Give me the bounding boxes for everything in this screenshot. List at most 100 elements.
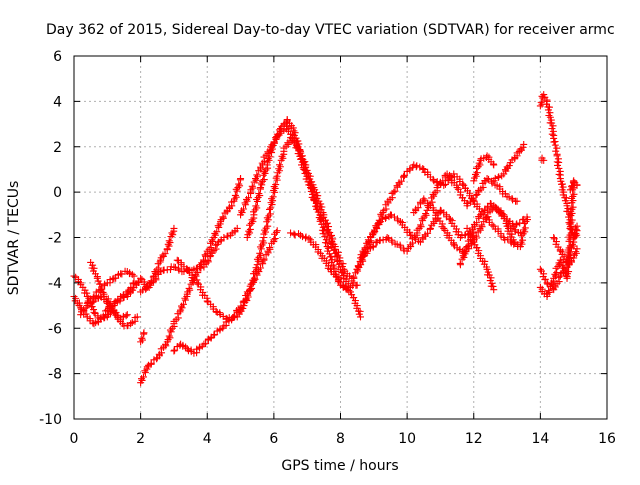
data-point-trace [246, 229, 254, 237]
y-tick-label: 0 [53, 185, 62, 201]
data-point-trace [319, 223, 327, 231]
data-point-trace [551, 270, 559, 278]
data-point-trace [246, 221, 254, 229]
data-point-trace [545, 288, 553, 296]
data-point [483, 175, 491, 183]
data-point [520, 140, 528, 148]
data-point-trace [138, 336, 146, 344]
data-point-trace [248, 216, 256, 224]
data-point-trace [199, 256, 207, 264]
x-tick-label: 12 [465, 431, 483, 447]
data-point [490, 222, 498, 230]
series-18 [463, 224, 498, 294]
data-point-trace [122, 312, 130, 320]
data-point-trace [319, 230, 327, 238]
data-point-trace [260, 255, 268, 263]
data-point [130, 272, 138, 280]
data-point [390, 188, 398, 196]
data-point-trace [253, 173, 261, 181]
data-point-trace [461, 250, 469, 258]
data-point-trace [572, 249, 580, 257]
data-point-trace [246, 287, 254, 295]
data-point-trace [568, 216, 576, 224]
data-point [383, 234, 391, 241]
data-point-trace [307, 187, 315, 195]
data-point [490, 286, 498, 294]
data-point-trace [548, 130, 556, 138]
data-point-trace [429, 175, 437, 183]
data-point-trace [513, 220, 521, 228]
data-point [273, 227, 281, 235]
data-point-trace [269, 193, 277, 201]
data-point-trace [250, 274, 258, 282]
data-point [97, 286, 105, 294]
data-point [97, 292, 105, 300]
data-point-trace [350, 273, 358, 281]
series-3 [87, 258, 141, 330]
data-point-trace [257, 179, 265, 187]
data-point-trace [164, 240, 172, 248]
data-point-trace [519, 236, 527, 244]
data-point [453, 184, 461, 192]
series-23 [536, 91, 581, 241]
y-tick-label: -10 [39, 412, 62, 428]
data-point-trace [551, 141, 559, 149]
data-point-trace [521, 224, 529, 232]
data-point-trace [256, 249, 264, 257]
data-point-trace [247, 219, 255, 227]
data-point [270, 236, 278, 244]
data-point-trace [234, 184, 242, 192]
data-point [523, 213, 531, 221]
data-point-trace [169, 231, 177, 239]
series-24 [538, 154, 548, 164]
data-point-trace [519, 143, 527, 151]
data-point [573, 245, 581, 253]
data-point-trace [258, 258, 266, 266]
data-point-trace [299, 155, 307, 163]
data-point-trace [472, 172, 480, 180]
data-point-trace [460, 248, 468, 256]
data-point-trace [266, 244, 274, 252]
y-tick-label: -8 [48, 367, 62, 383]
data-point [220, 234, 228, 241]
data-point-trace [375, 219, 383, 227]
data-point [273, 172, 281, 180]
data-point-trace [179, 300, 187, 308]
data-point-trace [166, 326, 174, 334]
data-point [356, 313, 364, 321]
data-point [233, 224, 241, 232]
data-point [137, 274, 145, 282]
data-point [573, 181, 581, 189]
data-point-trace [152, 274, 160, 282]
data-point [446, 215, 454, 223]
data-point-trace [555, 164, 563, 172]
data-point-trace [168, 324, 176, 332]
data-point-trace [422, 210, 430, 218]
data-point-trace [239, 304, 247, 312]
data-point-trace [236, 182, 244, 190]
data-point-trace [289, 124, 297, 132]
x-tick-label: 14 [531, 431, 549, 447]
data-point-trace [469, 195, 477, 203]
data-point-trace [266, 210, 274, 218]
y-tick-label: 4 [53, 94, 62, 110]
data-point [536, 283, 544, 291]
data-point [536, 102, 544, 110]
data-point-trace [231, 195, 239, 203]
data-point-trace [83, 289, 91, 297]
data-point [450, 240, 458, 248]
data-point-trace [272, 228, 280, 236]
data-point-trace [473, 219, 481, 227]
data-point-trace [414, 204, 422, 212]
data-point [463, 243, 471, 251]
data-point-trace [397, 177, 405, 185]
data-point-trace [552, 147, 560, 155]
data-point-trace [545, 287, 553, 295]
data-point-trace [98, 285, 106, 293]
data-point-trace [244, 231, 252, 239]
y-tick-label: -4 [48, 276, 62, 292]
data-point-trace [272, 181, 280, 189]
data-point-trace [245, 227, 253, 235]
